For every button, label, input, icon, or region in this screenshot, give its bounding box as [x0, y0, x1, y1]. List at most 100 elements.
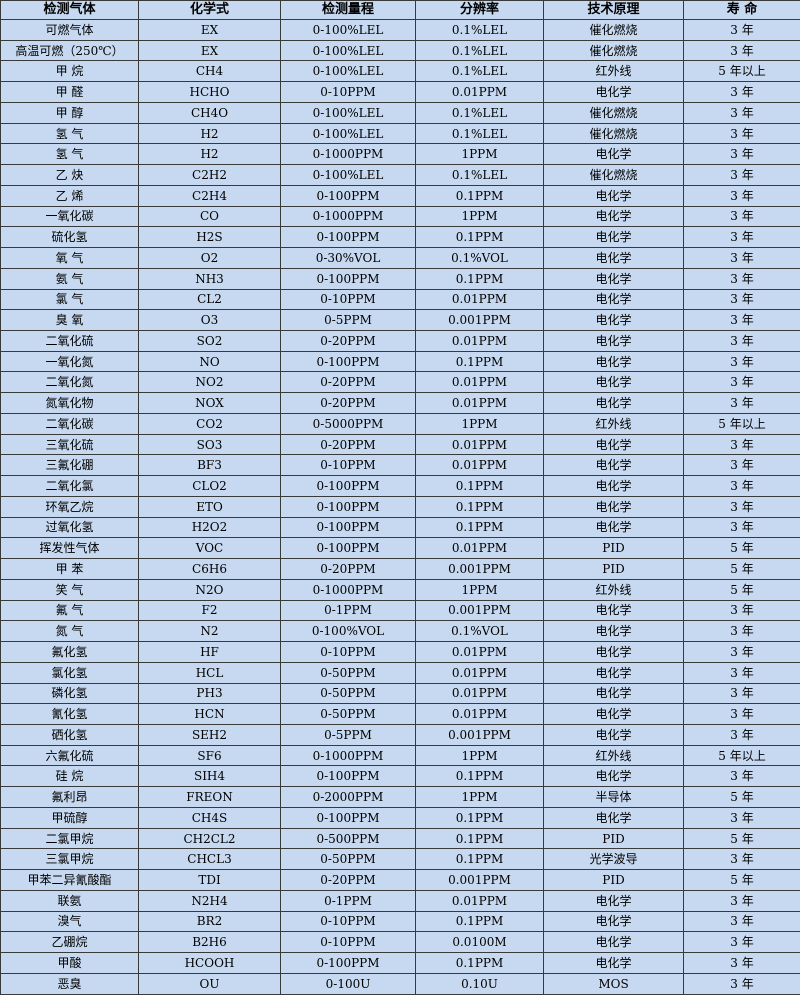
lifetime: 3 年 — [683, 330, 800, 352]
table-row: 甲酸 HCOOH 0-100PPM 0.1PPM 电化学 3 年 — [0, 952, 800, 974]
resolution: 1PPM — [415, 205, 544, 228]
principle: 电化学 — [543, 205, 684, 228]
chemical-formula: EX — [138, 19, 281, 41]
measuring-range: 0-2000PPM — [280, 786, 416, 808]
principle: 电化学 — [543, 910, 684, 933]
column-header: 化学式 — [138, 0, 281, 20]
lifetime: 3 年 — [683, 910, 800, 933]
lifetime: 5 年 — [683, 537, 800, 560]
lifetime: 3 年 — [683, 81, 800, 103]
resolution: 0.1%LEL — [415, 19, 544, 41]
chemical-formula: TDI — [138, 869, 281, 891]
table-row: 氟化氢 HF 0-10PPM 0.01PPM 电化学 3 年 — [0, 641, 800, 663]
measuring-range: 0-100%LEL — [280, 60, 416, 83]
table-row: 过氧化氢 H2O2 0-100PPM 0.1PPM 电化学 3 年 — [0, 516, 800, 539]
resolution: 0.1%LEL — [415, 164, 544, 186]
lifetime: 3 年 — [683, 371, 800, 394]
principle: 电化学 — [543, 184, 684, 207]
gas-name: 氢 气 — [0, 122, 139, 145]
gas-name: 高温可燃（250℃） — [0, 39, 139, 62]
principle: 电化学 — [543, 661, 684, 684]
lifetime: 3 年 — [683, 267, 800, 290]
chemical-formula: N2 — [138, 620, 281, 643]
principle: 电化学 — [543, 475, 684, 497]
resolution: 0.1PPM — [415, 827, 544, 850]
table-row: 氟利昂 FREON 0-2000PPM 1PPM 半导体 5 年 — [0, 786, 800, 808]
chemical-formula: HF — [138, 641, 281, 663]
table-row: 甲 醛 HCHO 0-10PPM 0.01PPM 电化学 3 年 — [0, 81, 800, 103]
resolution: 0.01PPM — [415, 371, 544, 394]
chemical-formula: H2O2 — [138, 516, 281, 539]
gas-name: 二氧化碳 — [0, 412, 139, 435]
table-row: 氢 气 H2 0-1000PPM 1PPM 电化学 3 年 — [0, 143, 800, 166]
table-row: 二氧化硫 SO2 0-20PPM 0.01PPM 电化学 3 年 — [0, 330, 800, 352]
principle: PID — [543, 869, 684, 891]
table-row: 环氧乙烷 ETO 0-100PPM 0.1PPM 电化学 3 年 — [0, 495, 800, 518]
table-row: 六氟化硫 SF6 0-1000PPM 1PPM 红外线 5 年以上 — [0, 744, 800, 767]
principle: PID — [543, 558, 684, 580]
lifetime: 3 年 — [683, 226, 800, 249]
measuring-range: 0-20PPM — [280, 869, 416, 891]
measuring-range: 0-1000PPM — [280, 578, 416, 601]
chemical-formula: PH3 — [138, 682, 281, 705]
table-row: 硫化氢 H2S 0-100PPM 0.1PPM 电化学 3 年 — [0, 226, 800, 249]
measuring-range: 0-100%LEL — [280, 122, 416, 145]
measuring-range: 0-5000PPM — [280, 412, 416, 435]
gas-name: 硅 烷 — [0, 765, 139, 788]
resolution: 1PPM — [415, 578, 544, 601]
principle: 电化学 — [543, 309, 684, 332]
chemical-formula: CL2 — [138, 288, 281, 311]
measuring-range: 0-100PPM — [280, 765, 416, 788]
measuring-range: 0-100PPM — [280, 952, 416, 974]
lifetime: 3 年 — [683, 952, 800, 974]
principle: 电化学 — [543, 392, 684, 414]
chemical-formula: SO2 — [138, 330, 281, 352]
gas-name: 硒化氢 — [0, 723, 139, 746]
chemical-formula: H2S — [138, 226, 281, 249]
principle: 电化学 — [543, 350, 684, 373]
principle: 电化学 — [543, 433, 684, 456]
table-row: 氯 气 CL2 0-10PPM 0.01PPM 电化学 3 年 — [0, 288, 800, 311]
lifetime: 3 年 — [683, 350, 800, 373]
resolution: 0.1PPM — [415, 226, 544, 249]
column-header: 技术原理 — [543, 0, 684, 20]
gas-name: 氨 气 — [0, 267, 139, 290]
resolution: 0.001PPM — [415, 558, 544, 580]
chemical-formula: O3 — [138, 309, 281, 332]
lifetime: 3 年 — [683, 620, 800, 643]
resolution: 0.01PPM — [415, 537, 544, 560]
resolution: 0.001PPM — [415, 309, 544, 332]
resolution: 0.1PPM — [415, 952, 544, 974]
chemical-formula: OU — [138, 972, 281, 995]
gas-name: 六氟化硫 — [0, 744, 139, 767]
table-row: 联氨 N2H4 0-1PPM 0.01PPM 电化学 3 年 — [0, 889, 800, 912]
principle: 催化燃烧 — [543, 39, 684, 62]
resolution: 0.01PPM — [415, 392, 544, 414]
measuring-range: 0-20PPM — [280, 433, 416, 456]
measuring-range: 0-100%LEL — [280, 164, 416, 186]
principle: 电化学 — [543, 330, 684, 352]
lifetime: 3 年 — [683, 184, 800, 207]
resolution: 0.0100M — [415, 931, 544, 954]
principle: 电化学 — [543, 495, 684, 518]
table-row: 二氧化氮 NO2 0-20PPM 0.01PPM 电化学 3 年 — [0, 371, 800, 394]
chemical-formula: N2O — [138, 578, 281, 601]
gas-name: 过氧化氢 — [0, 516, 139, 539]
chemical-formula: NO2 — [138, 371, 281, 394]
chemical-formula: SIH4 — [138, 765, 281, 788]
gas-name: 甲 烷 — [0, 60, 139, 83]
measuring-range: 0-1PPM — [280, 889, 416, 912]
principle: 电化学 — [543, 143, 684, 166]
principle: 半导体 — [543, 786, 684, 808]
measuring-range: 0-10PPM — [280, 81, 416, 103]
measuring-range: 0-10PPM — [280, 288, 416, 311]
resolution: 1PPM — [415, 786, 544, 808]
chemical-formula: N2H4 — [138, 889, 281, 912]
measuring-range: 0-50PPM — [280, 848, 416, 871]
table-row: 乙硼烷 B2H6 0-10PPM 0.0100M 电化学 3 年 — [0, 931, 800, 954]
table-row: 氟 气 F2 0-1PPM 0.001PPM 电化学 3 年 — [0, 599, 800, 622]
resolution: 0.1PPM — [415, 516, 544, 539]
chemical-formula: VOC — [138, 537, 281, 560]
table-row: 一氧化碳 CO 0-1000PPM 1PPM 电化学 3 年 — [0, 205, 800, 228]
